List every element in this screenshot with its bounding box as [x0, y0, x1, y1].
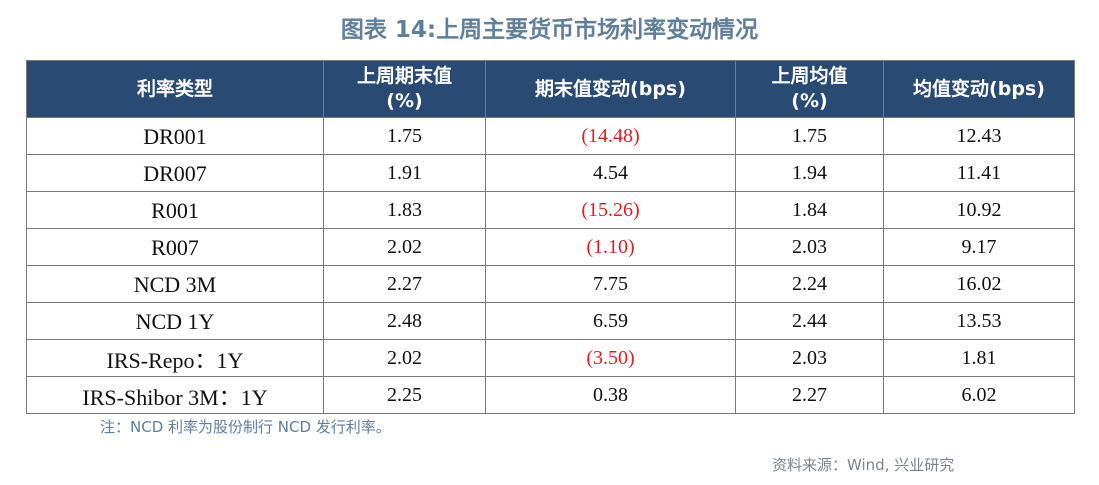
money-market-rate-table: 利率类型 上周期末值 (%) 期末值变动(bps) 上周均值 (%) 均值变动(bp… [26, 60, 1075, 414]
end-change-cell: (1.10) [485, 228, 736, 266]
avg-change-cell: 11.41 [883, 154, 1075, 192]
rate-type-cell: IRS-Repo：1Y [26, 339, 324, 377]
avg-value-cell: 1.84 [735, 191, 884, 229]
header-week-average: 上周均值 (%) [735, 60, 884, 118]
rate-type-cell: NCD 1Y [26, 302, 324, 340]
data-source: 资料来源：Wind, 兴业研究 [772, 456, 955, 474]
rate-type-cell: R001 [26, 191, 324, 229]
avg-value-cell: 2.03 [735, 228, 884, 266]
table-row: R001 1.83 (15.26) 1.84 10.92 [26, 191, 1075, 229]
end-value-cell: 1.75 [323, 117, 486, 155]
avg-value-cell: 2.44 [735, 302, 884, 340]
table-header-row: 利率类型 上周期末值 (%) 期末值变动(bps) 上周均值 (%) 均值变动(bp… [26, 60, 1075, 118]
avg-value-cell: 2.03 [735, 339, 884, 377]
end-change-cell: 0.38 [485, 376, 736, 414]
avg-change-cell: 10.92 [883, 191, 1075, 229]
table-row: NCD 1Y 2.48 6.59 2.44 13.53 [26, 302, 1075, 340]
end-value-cell: 2.02 [323, 228, 486, 266]
end-change-cell: 7.75 [485, 265, 736, 303]
avg-value-cell: 2.24 [735, 265, 884, 303]
end-value-cell: 2.25 [323, 376, 486, 414]
avg-value-cell: 2.27 [735, 376, 884, 414]
table-note: 注：NCD 利率为股份制行 NCD 发行利率。 [100, 418, 391, 436]
table-row: R007 2.02 (1.10) 2.03 9.17 [26, 228, 1075, 266]
avg-change-cell: 6.02 [883, 376, 1075, 414]
end-value-cell: 2.02 [323, 339, 486, 377]
table-row: IRS-Shibor 3M：1Y 2.25 0.38 2.27 6.02 [26, 376, 1075, 414]
rate-type-cell: DR007 [26, 154, 324, 192]
rate-type-cell: NCD 3M [26, 265, 324, 303]
end-change-cell: (14.48) [485, 117, 736, 155]
end-change-cell: 6.59 [485, 302, 736, 340]
table-row: DR007 1.91 4.54 1.94 11.41 [26, 154, 1075, 192]
page-title: 图表 14:上周主要货币市场利率变动情况 [340, 17, 759, 43]
end-value-cell: 2.27 [323, 265, 486, 303]
table-row: NCD 3M 2.27 7.75 2.24 16.02 [26, 265, 1075, 303]
avg-change-cell: 1.81 [883, 339, 1075, 377]
end-change-cell: 4.54 [485, 154, 736, 192]
rate-type-cell: R007 [26, 228, 324, 266]
avg-change-cell: 13.53 [883, 302, 1075, 340]
avg-change-cell: 16.02 [883, 265, 1075, 303]
avg-change-cell: 12.43 [883, 117, 1075, 155]
avg-change-cell: 9.17 [883, 228, 1075, 266]
table-row: DR001 1.75 (14.48) 1.75 12.43 [26, 117, 1075, 155]
header-average-change: 均值变动(bps) [883, 60, 1075, 118]
rate-type-cell: DR001 [26, 117, 324, 155]
end-value-cell: 1.83 [323, 191, 486, 229]
end-value-cell: 1.91 [323, 154, 486, 192]
avg-value-cell: 1.75 [735, 117, 884, 155]
rate-type-cell: IRS-Shibor 3M：1Y [26, 376, 324, 414]
header-week-end-value: 上周期末值 (%) [323, 60, 486, 118]
end-change-cell: (3.50) [485, 339, 736, 377]
header-rate-type: 利率类型 [26, 60, 324, 118]
avg-value-cell: 1.94 [735, 154, 884, 192]
table-row: IRS-Repo：1Y 2.02 (3.50) 2.03 1.81 [26, 339, 1075, 377]
header-end-value-change: 期末值变动(bps) [485, 60, 736, 118]
end-change-cell: (15.26) [485, 191, 736, 229]
end-value-cell: 2.48 [323, 302, 486, 340]
